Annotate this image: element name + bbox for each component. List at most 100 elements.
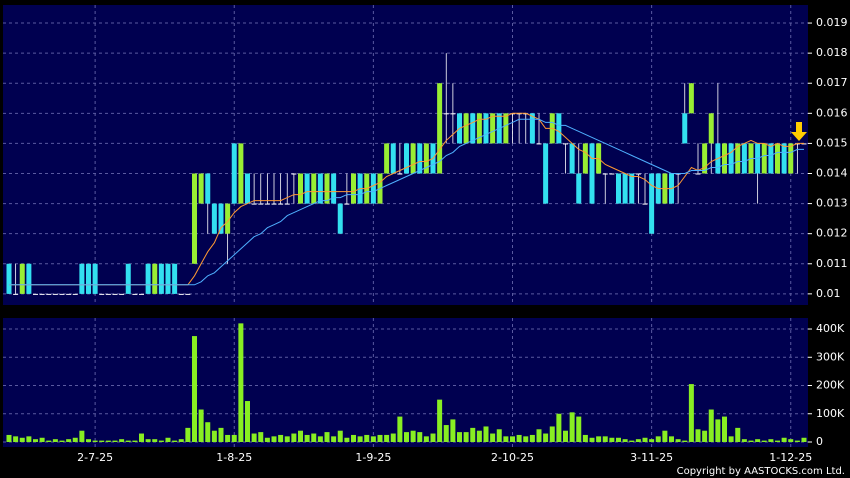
- candle-body: [688, 83, 694, 114]
- volume-bar: [291, 433, 297, 443]
- volume-bar: [748, 440, 754, 443]
- volume-bar: [132, 440, 138, 443]
- candle-body: [218, 203, 224, 234]
- volume-bar: [702, 430, 708, 443]
- candle-body: [503, 113, 509, 144]
- volume-bar: [622, 439, 628, 443]
- volume-bar: [536, 429, 542, 443]
- candle-body: [304, 173, 310, 204]
- candle-body: [384, 143, 390, 174]
- volume-bar: [205, 422, 211, 443]
- volume-bar: [662, 430, 668, 443]
- copyright: Copyright by AASTOCKS.com Ltd.: [677, 466, 845, 477]
- y-tick-label: 0.019: [816, 16, 848, 29]
- volume-bar: [768, 439, 774, 443]
- candle-body: [225, 203, 231, 234]
- volume-bar: [529, 434, 535, 443]
- volume-bar: [410, 430, 416, 443]
- volume-bar: [437, 399, 443, 443]
- volume-bar: [788, 439, 794, 443]
- candle-body: [6, 263, 12, 294]
- candle-body: [172, 263, 178, 294]
- volume-bar: [211, 430, 217, 443]
- volume-bar: [616, 437, 621, 443]
- candle-body: [331, 173, 337, 204]
- y-tick-label: 0.01: [816, 287, 841, 300]
- volume-bar: [351, 434, 356, 443]
- volume-bar: [298, 430, 303, 443]
- candle-body: [152, 263, 158, 294]
- volume-bar: [775, 440, 780, 443]
- y2-tick-label: 0: [816, 435, 823, 448]
- candle-body: [158, 263, 164, 294]
- candle-body: [543, 143, 549, 204]
- volume-bar: [708, 409, 714, 443]
- candle-body: [589, 143, 595, 204]
- volume-bar: [145, 439, 151, 443]
- volume-bar: [523, 436, 529, 443]
- volume-bar: [450, 419, 456, 443]
- volume-bar: [483, 426, 489, 443]
- candle-body: [86, 263, 91, 294]
- volume-bar: [655, 436, 661, 443]
- candle-body: [728, 143, 734, 174]
- candle-body: [132, 293, 138, 295]
- volume-bar: [152, 439, 158, 443]
- volume-bar: [337, 430, 343, 443]
- candle-body: [476, 113, 482, 144]
- candle-body: [165, 263, 171, 294]
- volume-bar: [304, 434, 310, 443]
- candle-body: [410, 143, 416, 174]
- volume-bar: [92, 440, 98, 443]
- volume-bar: [311, 433, 317, 443]
- volume-bar: [52, 439, 58, 443]
- moving-average-line: [9, 118, 804, 286]
- volume-bar: [390, 433, 396, 443]
- candle-body: [622, 173, 628, 204]
- x-tick-label: 1-9-25: [355, 451, 391, 464]
- volume-bar: [198, 409, 204, 443]
- candle-body: [119, 293, 125, 295]
- volume-bar: [331, 436, 337, 443]
- volume-bar: [596, 436, 602, 443]
- volume-bar: [430, 433, 436, 443]
- x-tick-label: 1-12-25: [769, 451, 812, 464]
- volume-bar: [119, 439, 125, 443]
- volume-bar: [675, 439, 681, 443]
- volume-bar: [463, 432, 469, 443]
- candle-body: [708, 113, 714, 144]
- volume-bar: [695, 429, 701, 443]
- volume-bar: [470, 427, 476, 443]
- volume-bar: [99, 440, 105, 443]
- volume-bar: [728, 436, 734, 443]
- y2-tick-label: 400K: [816, 322, 845, 335]
- candle-body: [635, 173, 641, 175]
- volume-bar: [635, 439, 641, 443]
- candle-body: [344, 203, 350, 205]
- y-tick-label: 0.014: [816, 167, 848, 180]
- candle-body: [324, 173, 330, 204]
- volume-bar: [642, 437, 648, 443]
- x-tick-label: 2-10-25: [491, 451, 534, 464]
- volume-bar: [251, 433, 257, 443]
- candle-body: [231, 143, 237, 204]
- candle-body: [13, 293, 19, 295]
- volume-bar: [72, 437, 78, 443]
- candle-body: [423, 143, 429, 174]
- candle-body: [616, 173, 621, 204]
- candle-body: [271, 203, 277, 205]
- candle-body: [264, 203, 270, 205]
- candle-body: [397, 173, 403, 175]
- candle-body: [351, 173, 356, 204]
- volume-bar: [158, 440, 164, 443]
- candle-body: [576, 173, 582, 204]
- volume-bar: [476, 430, 482, 443]
- volume-bar: [582, 434, 588, 443]
- candle-body: [251, 203, 257, 205]
- candle-body: [145, 263, 151, 294]
- candle-body: [79, 263, 85, 294]
- volume-bar: [218, 427, 224, 443]
- candle-body: [582, 143, 588, 174]
- volume-bar: [225, 434, 231, 443]
- volume-bar: [602, 436, 608, 443]
